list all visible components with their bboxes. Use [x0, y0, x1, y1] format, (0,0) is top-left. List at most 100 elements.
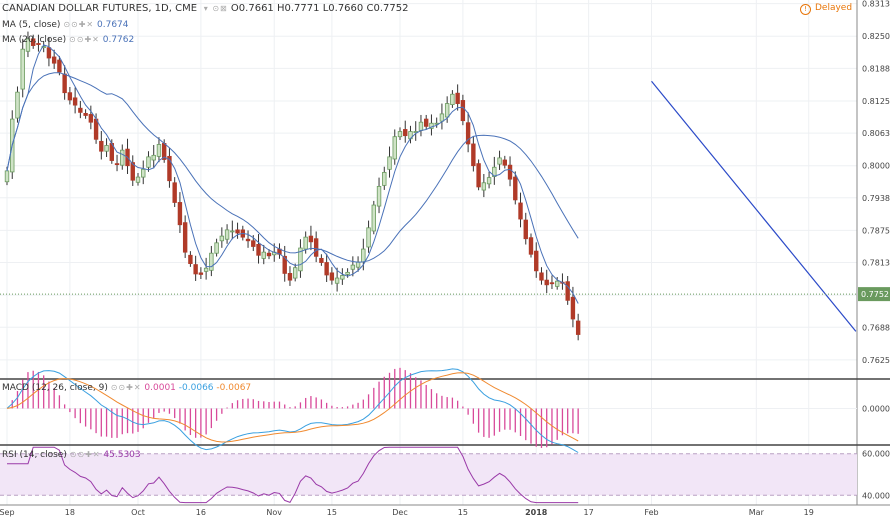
price-tick-label: 0.7813 [862, 259, 890, 268]
time-tick-label: Dec [392, 508, 407, 517]
rsi-line [7, 446, 579, 504]
candle-body [99, 140, 104, 152]
candle-body [575, 320, 581, 335]
candle-body [193, 264, 198, 275]
delayed-badge[interactable]: ! Delayed [800, 3, 852, 15]
candle-body [570, 296, 576, 320]
ma20-value: 0.7762 [102, 35, 135, 45]
ma5-line [6, 44, 579, 304]
low-label: L [322, 3, 329, 14]
candle-body [329, 272, 335, 281]
candle-body [387, 156, 392, 170]
macd-buttons[interactable]: ⊙⊙✚✕ [110, 383, 142, 392]
trend-line-segment [651, 80, 857, 332]
candle-body [78, 107, 83, 113]
candle-body [36, 43, 41, 45]
candle-body [130, 162, 135, 181]
rsi-tick-label: 60.0000 [862, 450, 890, 459]
high-value: 0.7771 [284, 3, 320, 14]
candle-body [486, 177, 492, 185]
candle-body [146, 156, 151, 168]
candle-body [513, 176, 518, 201]
macd-signal-line [6, 372, 579, 443]
candle-body [224, 229, 230, 240]
ma5-legend[interactable]: MA (5, close) ⊙⊙✚✕ 0.7674 [2, 20, 129, 30]
candle-body [93, 118, 99, 140]
candle-body [177, 202, 183, 226]
ma20-legend[interactable]: MA (20, close) ⊙⊙✚✕ 0.7762 [2, 35, 134, 45]
candle-body [507, 164, 513, 180]
candle-body [198, 272, 204, 275]
candle-body [345, 271, 350, 275]
candle-body [361, 248, 366, 263]
macd-legend[interactable]: MACD (12, 26, close, 9) ⊙⊙✚✕ 0.0001 -0.0… [2, 383, 251, 393]
ma5-label: MA (5, close) [2, 20, 61, 30]
candle-body [88, 114, 94, 123]
candle-body [497, 157, 502, 165]
time-tick-label: Sep [0, 508, 15, 517]
time-tick-label: 15 [458, 508, 468, 517]
moving-averages [6, 44, 579, 304]
candle-body [476, 163, 481, 188]
time-tick-label: 2018 [525, 508, 548, 517]
ma20-buttons[interactable]: ⊙⊙✚✕ [69, 35, 100, 44]
ma20-label: MA (20, close) [2, 35, 67, 45]
candle-body [382, 172, 387, 186]
candle-body [135, 176, 141, 183]
rsi-legend[interactable]: RSI (14, close) ⊙⊙✚✕ 45.5303 [2, 450, 141, 460]
open-value: 0.7661 [238, 3, 274, 14]
candle-body [444, 103, 450, 118]
candle-body [114, 163, 120, 166]
delayed-label: Delayed [815, 3, 853, 13]
candle-body [355, 261, 361, 268]
clock-icon: ! [800, 4, 811, 15]
candle-body [303, 236, 308, 250]
candle-body [324, 262, 329, 276]
symbol-title[interactable]: CANADIAN DOLLAR FUTURES, 1D, CME [2, 3, 198, 14]
price-tick-label: 0.8188 [862, 64, 890, 73]
candle-body [423, 118, 429, 127]
candles [4, 31, 581, 341]
candle-body [167, 155, 172, 182]
candle-body [151, 154, 156, 161]
candle-body [203, 267, 209, 272]
candle-body [313, 238, 319, 257]
price-tick-label: 0.7625 [862, 356, 890, 365]
candle-body [219, 235, 225, 242]
candle-body [72, 97, 78, 106]
candle-body [57, 59, 62, 73]
candle-body [439, 113, 445, 122]
candle-body [403, 129, 408, 137]
candle-body [156, 144, 162, 157]
candle-body [120, 149, 125, 166]
macd-line [6, 368, 579, 453]
time-tick-label: 15 [327, 508, 337, 517]
ma5-buttons[interactable]: ⊙⊙✚✕ [63, 20, 95, 29]
candle-body [25, 38, 31, 52]
candle-body [455, 92, 460, 104]
candle-body [334, 277, 340, 284]
candle-body [460, 100, 466, 122]
candle-body [245, 238, 251, 242]
rsi-buttons[interactable]: ⊙⊙✚✕ [69, 450, 101, 459]
rsi-band [0, 453, 857, 496]
price-tick-label: 0.8125 [862, 97, 890, 106]
time-tick-label: 16 [196, 508, 206, 517]
time-axis: Sep 18 Oct 16 Nov 15 Dec 15 2018 17 Feb Mar 19 [0, 508, 814, 517]
trend-line [0, 80, 857, 332]
candle-body [182, 222, 188, 253]
price-tick-label: 0.8063 [862, 129, 890, 138]
candle-body [46, 47, 52, 59]
macd-line-value: -0.0066 [178, 383, 214, 393]
header-buttons[interactable]: ▾ ⊙⊠ [200, 4, 228, 13]
macd-pane [0, 367, 857, 453]
candle-body [235, 229, 240, 234]
price-tick-label: 0.7688 [862, 323, 890, 332]
pane-separators [0, 0, 890, 506]
candle-body [30, 38, 36, 46]
candle-body [350, 264, 356, 270]
candle-body [298, 247, 303, 272]
candle-body [319, 257, 324, 263]
macd-hist-value: 0.0001 [144, 383, 176, 393]
macd-label: MACD (12, 26, close, 9) [2, 383, 108, 393]
